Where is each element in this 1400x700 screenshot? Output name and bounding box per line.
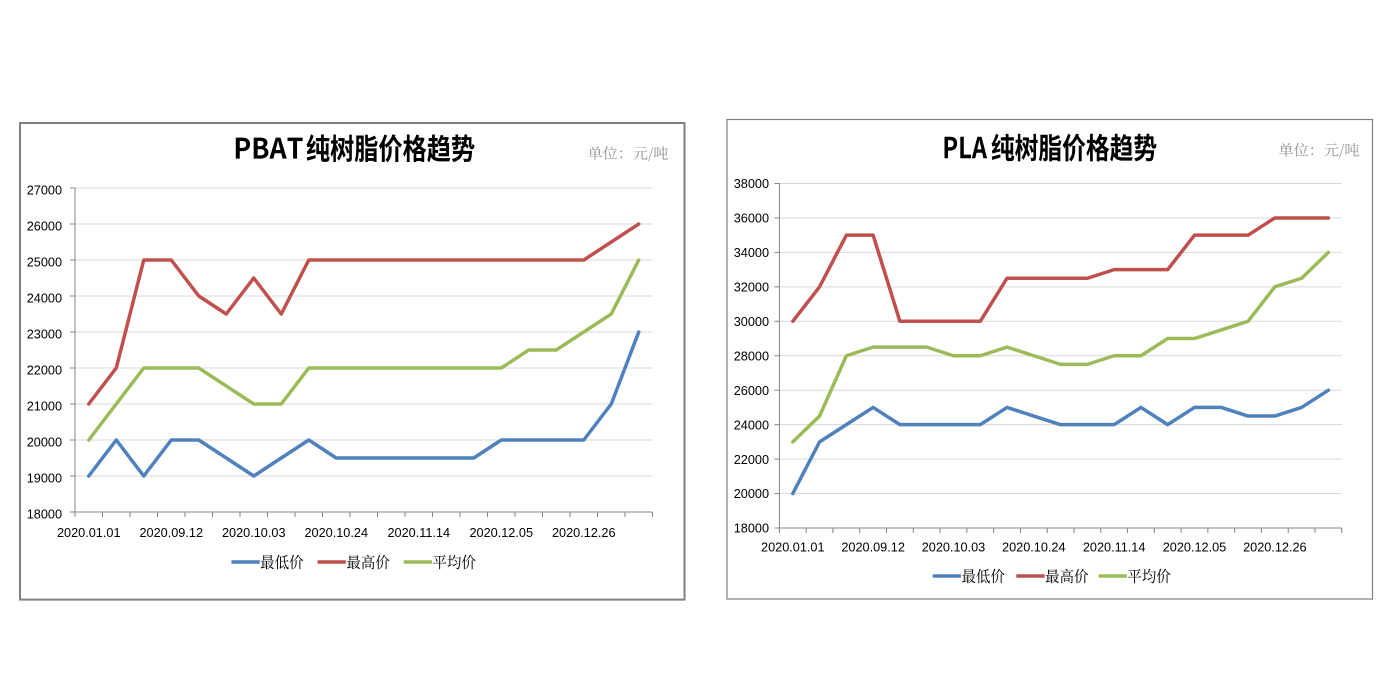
svg-text:21000: 21000 xyxy=(27,399,62,413)
svg-text:36000: 36000 xyxy=(734,212,769,226)
svg-text:24000: 24000 xyxy=(27,291,62,305)
svg-text:2020.11.14: 2020.11.14 xyxy=(387,526,450,540)
svg-text:2020.09.12: 2020.09.12 xyxy=(140,526,204,540)
svg-text:26000: 26000 xyxy=(734,384,769,398)
svg-text:2020.10.24: 2020.10.24 xyxy=(305,526,369,540)
svg-text:2020.12.26: 2020.12.26 xyxy=(1243,541,1307,555)
svg-text:20000: 20000 xyxy=(27,435,62,449)
svg-text:27000: 27000 xyxy=(27,183,62,197)
svg-text:25000: 25000 xyxy=(27,255,62,269)
svg-text:24000: 24000 xyxy=(734,418,769,432)
svg-text:2020.10.03: 2020.10.03 xyxy=(222,526,286,540)
svg-text:2020.12.05: 2020.12.05 xyxy=(470,526,534,540)
svg-text:2020.12.05: 2020.12.05 xyxy=(1163,541,1227,555)
svg-text:22000: 22000 xyxy=(27,363,62,377)
svg-text:2020.10.24: 2020.10.24 xyxy=(1002,541,1066,555)
svg-text:18000: 18000 xyxy=(734,522,769,536)
svg-text:34000: 34000 xyxy=(734,246,769,260)
svg-text:2020.01.01: 2020.01.01 xyxy=(761,541,825,555)
svg-text:2020.11.14: 2020.11.14 xyxy=(1083,541,1146,555)
svg-text:2020.12.26: 2020.12.26 xyxy=(552,526,616,540)
svg-text:32000: 32000 xyxy=(734,281,769,295)
svg-text:38000: 38000 xyxy=(734,177,769,191)
svg-text:19000: 19000 xyxy=(27,471,62,485)
svg-text:2020.10.03: 2020.10.03 xyxy=(922,541,986,555)
svg-text:18000: 18000 xyxy=(27,507,62,521)
svg-text:22000: 22000 xyxy=(734,453,769,467)
svg-text:30000: 30000 xyxy=(734,315,769,329)
svg-text:2020.09.12: 2020.09.12 xyxy=(841,541,905,555)
svg-text:26000: 26000 xyxy=(27,219,62,233)
svg-text:2020.01.01: 2020.01.01 xyxy=(57,526,121,540)
svg-text:23000: 23000 xyxy=(27,327,62,341)
svg-text:20000: 20000 xyxy=(734,487,769,501)
svg-text:28000: 28000 xyxy=(734,349,769,363)
